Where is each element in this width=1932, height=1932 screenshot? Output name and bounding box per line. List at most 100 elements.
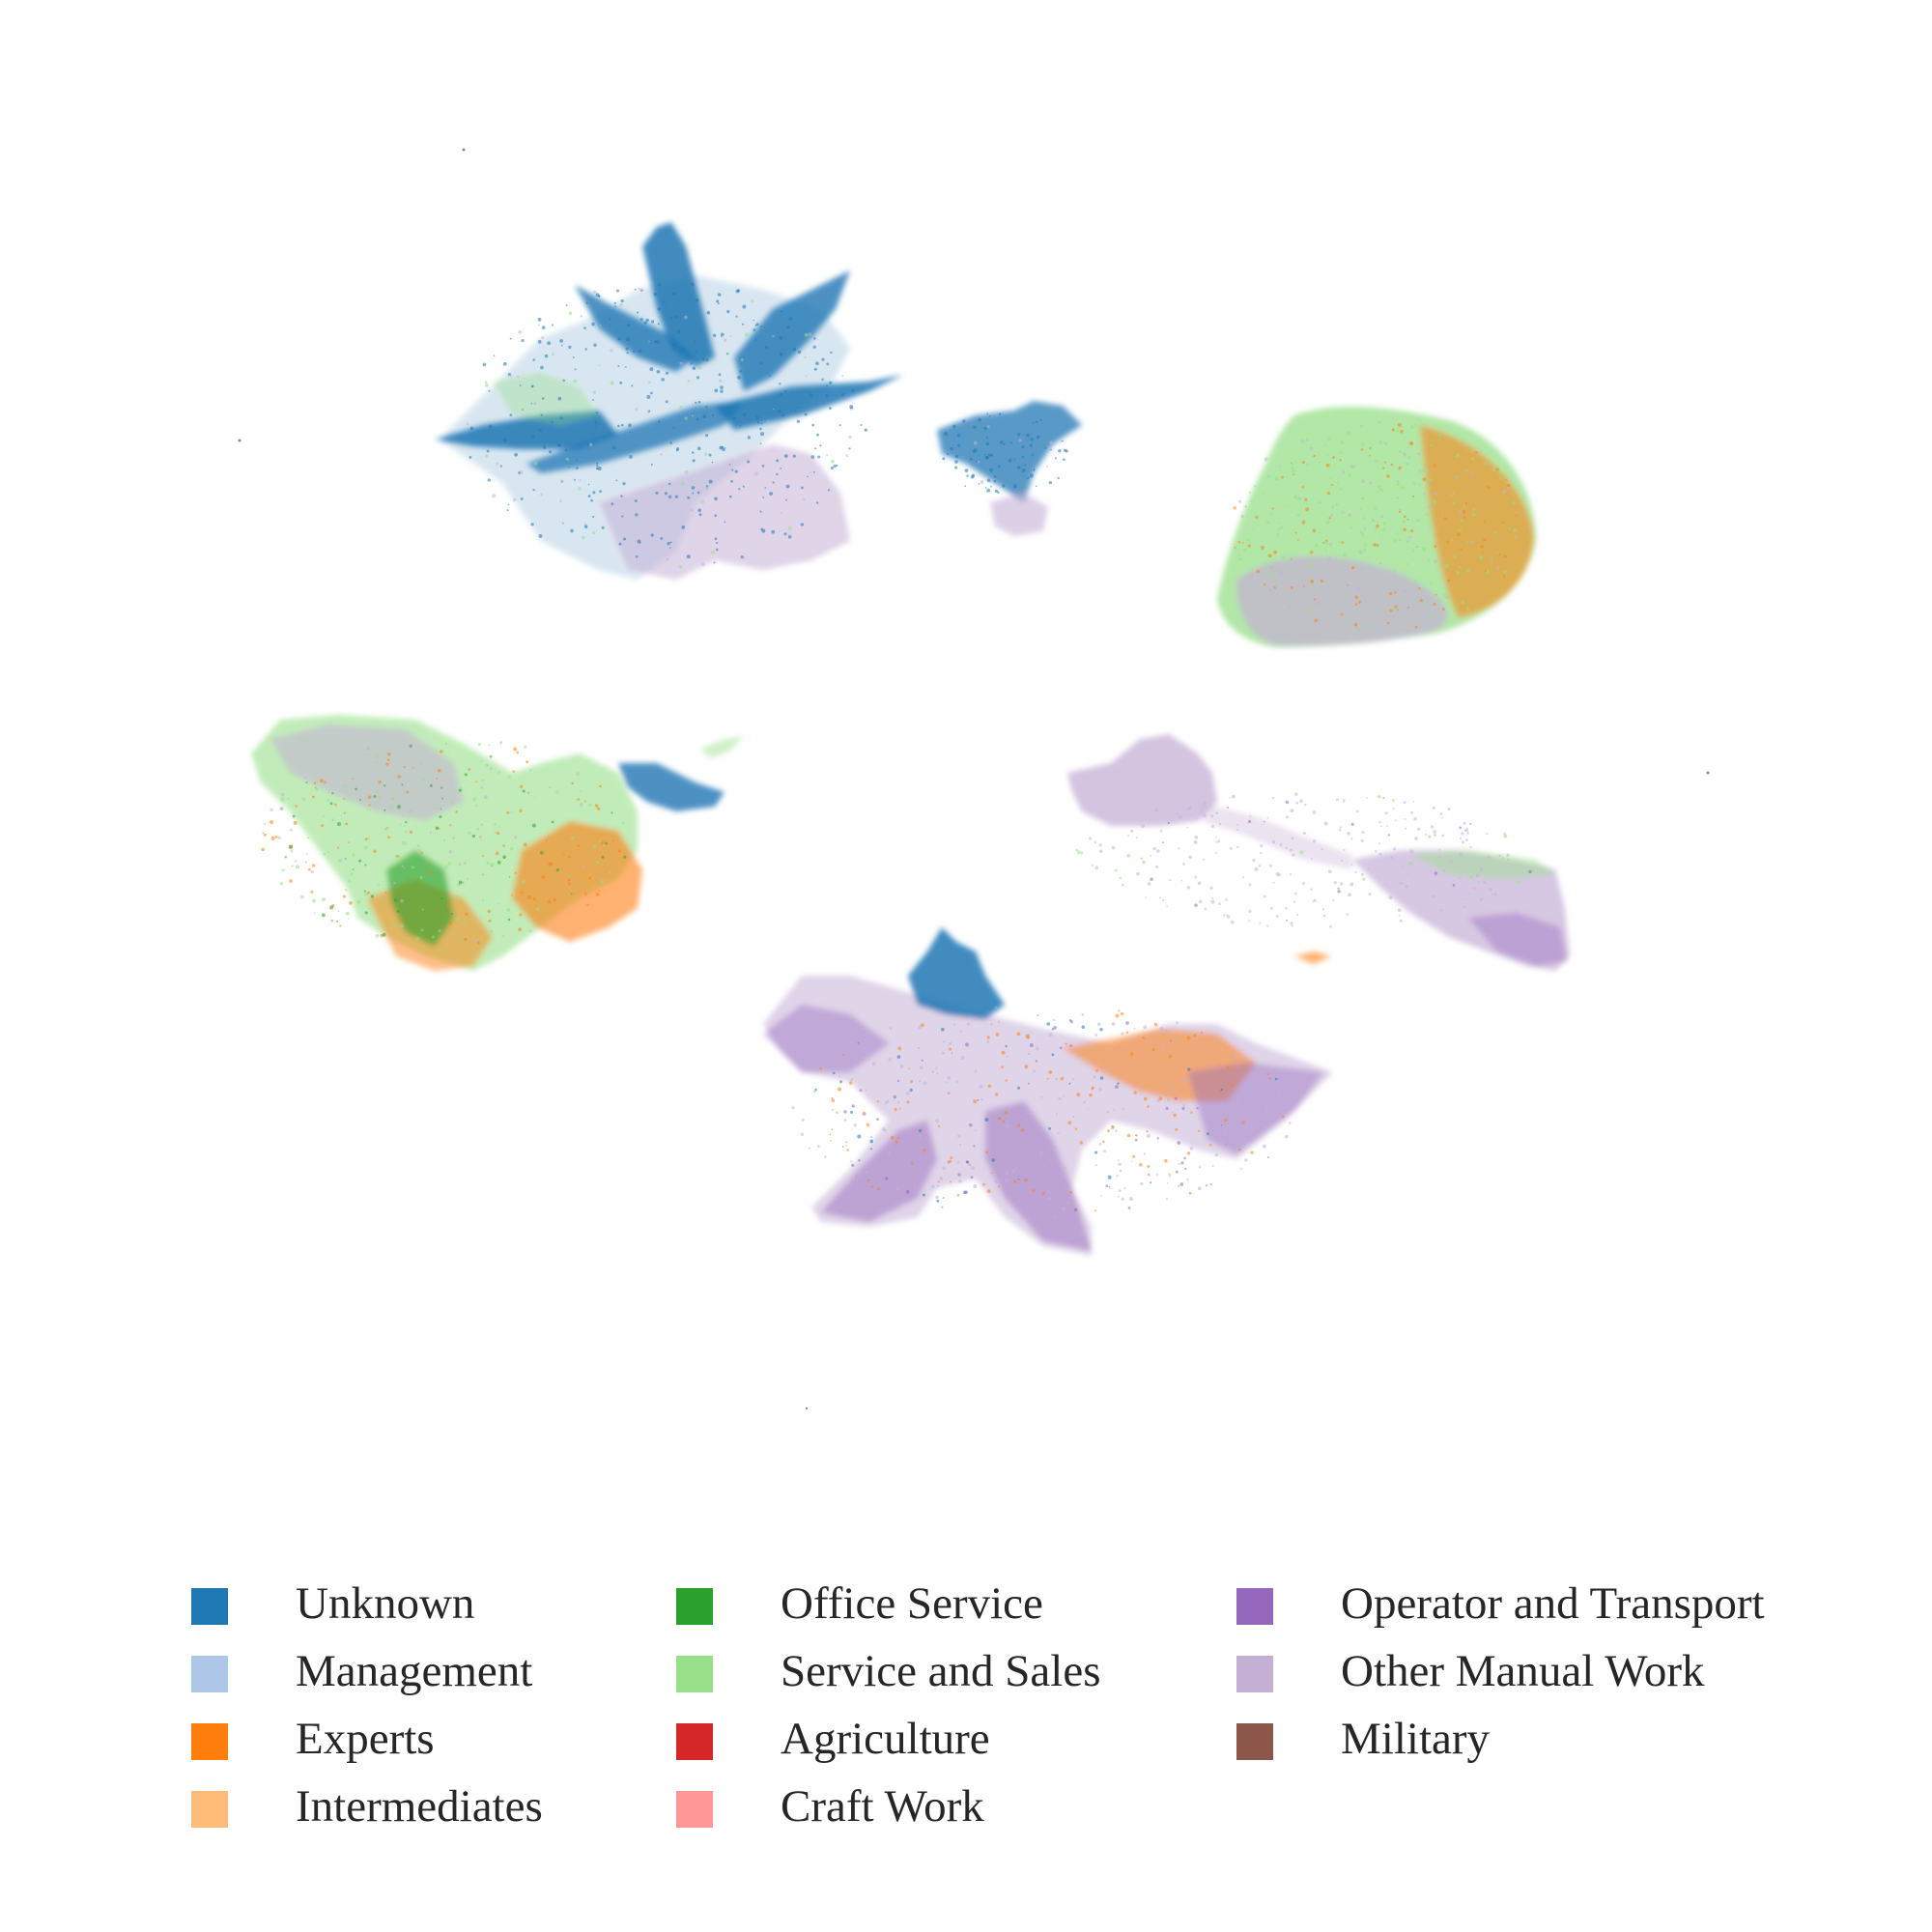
- scatter-point: [843, 1118, 847, 1122]
- scatter-point: [1456, 570, 1460, 575]
- scatter-point: [959, 1030, 963, 1034]
- scatter-point: [294, 860, 298, 863]
- scatter-point: [994, 489, 998, 493]
- scatter-point: [942, 1196, 945, 1200]
- scatter-point: [697, 446, 701, 451]
- scatter-point: [958, 1143, 962, 1147]
- scatter-point: [1406, 445, 1409, 448]
- scatter-point: [1360, 872, 1364, 876]
- scatter-point: [1079, 1141, 1083, 1145]
- scatter-point: [1312, 810, 1317, 814]
- scatter-point: [829, 381, 833, 384]
- scatter-point: [1058, 449, 1062, 453]
- scatter-point: [530, 523, 534, 526]
- scatter-point: [1001, 1050, 1006, 1055]
- scatter-point: [705, 485, 709, 488]
- scatter-point: [396, 909, 400, 913]
- scatter-point: [1005, 1179, 1009, 1182]
- scatter-point: [1340, 451, 1343, 454]
- scatter-point: [1040, 1096, 1043, 1098]
- scatter-point: [1064, 1166, 1066, 1170]
- scatter-point: [1364, 544, 1367, 547]
- scatter-point: [997, 1185, 1000, 1188]
- scatter-point: [373, 794, 377, 799]
- scatter-point: [705, 487, 709, 491]
- scatter-point: [1429, 614, 1434, 619]
- scatter-point: [828, 1059, 831, 1063]
- scatter-point: [1281, 1115, 1285, 1119]
- scatter-point: [1020, 1128, 1025, 1132]
- scatter-point: [684, 416, 688, 420]
- scatter-point: [1150, 877, 1153, 881]
- scatter-point: [1479, 897, 1484, 901]
- scatter-point: [865, 1170, 868, 1174]
- scatter-point: [687, 496, 691, 499]
- scatter-point: [1284, 1134, 1289, 1139]
- scatter-point: [1193, 1034, 1197, 1037]
- scatter-point: [721, 332, 724, 336]
- scatter-point: [496, 831, 500, 836]
- scatter-point: [935, 1066, 938, 1069]
- scatter-point: [1430, 582, 1433, 584]
- scatter-point: [612, 839, 614, 842]
- scatter-point: [1484, 462, 1488, 467]
- scatter-point: [650, 533, 654, 537]
- scatter-point: [692, 492, 695, 495]
- scatter-point: [1378, 561, 1382, 565]
- scatter-point: [1303, 832, 1306, 836]
- scatter-point: [1483, 538, 1487, 542]
- scatter-point: [922, 1193, 925, 1197]
- scatter-point: [375, 933, 380, 938]
- scatter-point: [419, 875, 423, 880]
- scatter-point: [1434, 834, 1436, 837]
- scatter-point: [772, 481, 775, 484]
- scatter-point: [1363, 517, 1366, 520]
- scatter-point: [1215, 840, 1218, 843]
- scatter-point: [507, 503, 510, 506]
- scatter-point: [1143, 1025, 1148, 1030]
- scatter-point: [421, 908, 424, 911]
- scatter-point: [1083, 1100, 1087, 1104]
- scatter-point: [639, 288, 643, 293]
- scatter-point: [1274, 1077, 1278, 1081]
- scatter-point: [480, 823, 484, 827]
- scatter-point: [462, 881, 465, 884]
- scatter-point: [888, 1151, 892, 1155]
- scatter-point: [1422, 469, 1426, 473]
- scatter-point: [345, 822, 349, 826]
- scatter-point: [580, 314, 582, 318]
- scatter-point: [375, 753, 379, 758]
- scatter-point: [541, 326, 546, 329]
- scatter-point: [288, 844, 293, 849]
- scatter-point: [1407, 872, 1409, 875]
- scatter-point: [1194, 875, 1198, 879]
- scatter-point: [479, 836, 482, 838]
- scatter-point: [1274, 476, 1279, 481]
- scatter-point: [973, 1145, 976, 1148]
- scatter-point: [568, 875, 571, 878]
- scatter-point: [539, 850, 544, 855]
- scatter-point: [1423, 430, 1426, 433]
- scatter-point: [660, 452, 663, 456]
- cluster-mid-right-left-lobe: [1067, 734, 1217, 826]
- scatter-point: [1479, 555, 1483, 560]
- scatter-point: [284, 856, 287, 859]
- scatter-point: [1065, 1042, 1068, 1046]
- scatter-point: [1140, 1181, 1144, 1185]
- scatter-point: [671, 343, 676, 347]
- scatter-point: [1069, 1190, 1073, 1194]
- scatter-point: [658, 283, 662, 287]
- scatter-point: [384, 809, 386, 811]
- scatter-point: [714, 537, 718, 541]
- scatter-point: [348, 879, 351, 883]
- scatter-point: [1238, 557, 1241, 561]
- scatter-point: [349, 901, 353, 905]
- scatter-point: [307, 837, 310, 839]
- scatter-point: [1099, 1195, 1102, 1197]
- scatter-point: [1102, 1150, 1106, 1153]
- scatter-point: [339, 924, 342, 927]
- scatter-point: [1498, 554, 1501, 556]
- scatter-point: [718, 412, 721, 415]
- scatter-point: [954, 454, 959, 459]
- scatter-point: [1206, 1132, 1209, 1136]
